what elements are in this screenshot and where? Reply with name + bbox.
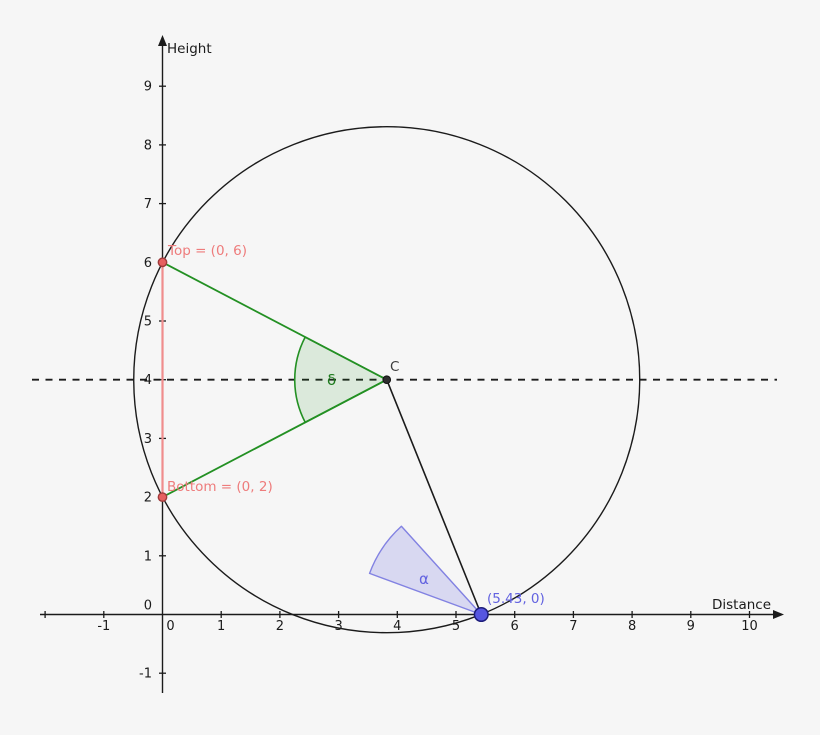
radius-center-top-segment [162, 261, 388, 381]
x-axis-title: Distance [712, 597, 771, 613]
x-axis-arrow-icon [773, 610, 784, 619]
observer-point-label: (5.43, 0) [487, 591, 545, 607]
central-angle-delta-sector [293, 336, 388, 424]
y-tick-label: 6 [144, 256, 152, 271]
x-tick-label: 1 [217, 619, 225, 634]
top-point[interactable] [157, 257, 168, 268]
x-tick-label: 4 [393, 619, 401, 634]
center-point-label: C [390, 359, 399, 375]
main-circle [133, 126, 641, 634]
y-tick-label: 8 [144, 138, 152, 153]
radius-center-bottom-segment [162, 378, 388, 498]
x-tick-label: 3 [334, 619, 342, 634]
y-axis-arrow-icon [158, 35, 167, 46]
x-tick-label: 6 [511, 619, 519, 634]
radius-center-observer-segment [385, 379, 482, 615]
x-tick-label: 10 [741, 619, 758, 634]
y-tick-label: 0 [144, 599, 152, 614]
observer-point[interactable] [473, 606, 489, 623]
top-point-label: Top = (0, 6) [167, 243, 247, 259]
delta-angle-label: δ [327, 371, 336, 389]
inscribed-angle-alpha-sector [368, 525, 482, 616]
x-tick-label: 9 [687, 619, 695, 634]
x-tick-label: 5 [452, 619, 460, 634]
bottom-point-label: Bottom = (0, 2) [167, 479, 273, 495]
y-tick-label: 1 [144, 549, 152, 564]
y-tick-label: 4 [144, 373, 152, 388]
y-tick-label: 2 [144, 491, 152, 506]
x-tick-label: 7 [569, 619, 577, 634]
y-tick-label: 9 [144, 80, 152, 95]
y-tick-label: 7 [144, 197, 152, 212]
bottom-point[interactable] [157, 492, 168, 502]
x-tick-label: 8 [628, 619, 636, 634]
center-point[interactable] [382, 375, 392, 385]
y-tick-label: 3 [144, 432, 152, 447]
x-tick-label: 2 [276, 619, 284, 634]
x-tick-label: -1 [97, 619, 110, 634]
alpha-angle-label: α [419, 570, 429, 588]
y-tick-label: -1 [139, 667, 152, 682]
x-tick-label: 0 [166, 619, 174, 634]
y-tick-label: 5 [144, 315, 152, 330]
y-axis-title: Height [167, 41, 212, 57]
